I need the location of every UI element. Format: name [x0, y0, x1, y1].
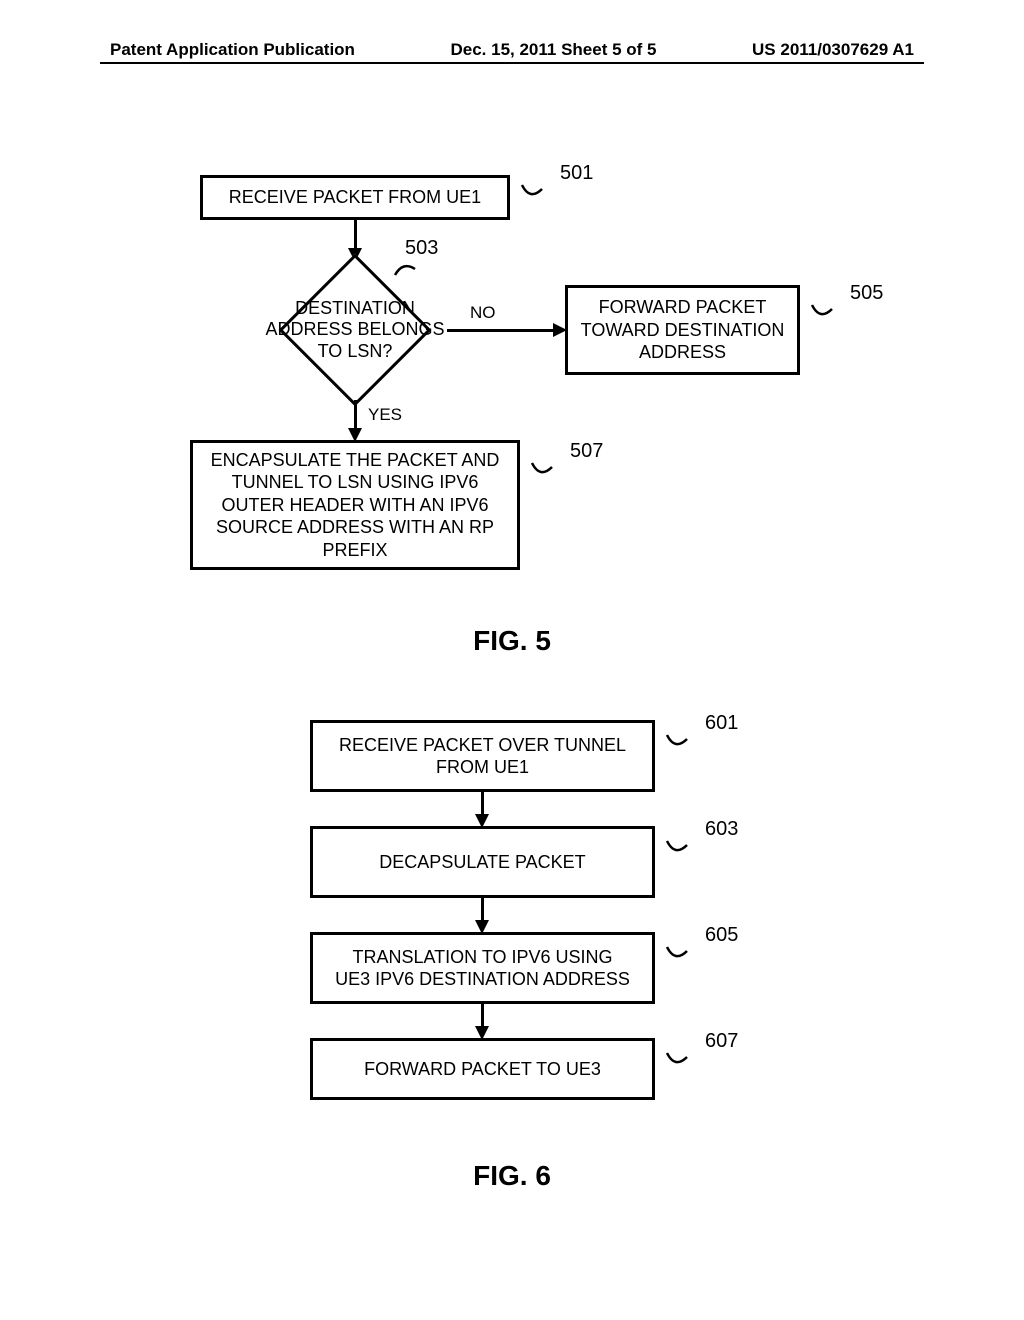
- fig5-label: FIG. 5: [0, 625, 1024, 657]
- arrow-603-605: [481, 898, 484, 922]
- box-501-text: RECEIVE PACKET FROM UE1: [229, 186, 481, 209]
- fig6-label: FIG. 6: [0, 1160, 1024, 1192]
- box-601-text: RECEIVE PACKET OVER TUNNEL FROM UE1: [339, 734, 626, 779]
- box-605: TRANSLATION TO IPV6 USING UE3 IPV6 DESTI…: [310, 932, 655, 1004]
- arrow-501-503: [354, 220, 357, 250]
- page: Patent Application Publication Dec. 15, …: [0, 0, 1024, 1320]
- ref-503-curve: [393, 259, 417, 277]
- box-507: ENCAPSULATE THE PACKET AND TUNNEL TO LSN…: [190, 440, 520, 570]
- diamond-503-text: DESTINATION ADDRESS BELONGS TO LSN?: [255, 260, 455, 400]
- ref-601-curve: [665, 733, 689, 751]
- ref-603: 603: [705, 818, 738, 841]
- header-center: Dec. 15, 2011 Sheet 5 of 5: [450, 40, 656, 60]
- box-505-text: FORWARD PACKET TOWARD DESTINATION ADDRES…: [581, 296, 785, 364]
- arrow-503-507: [354, 400, 357, 430]
- box-507-text: ENCAPSULATE THE PACKET AND TUNNEL TO LSN…: [211, 449, 500, 562]
- no-label: NO: [470, 303, 496, 323]
- ref-603-curve: [665, 839, 689, 857]
- ref-607-curve: [665, 1051, 689, 1069]
- ref-501-curve: [520, 183, 544, 201]
- ref-605: 605: [705, 924, 738, 947]
- box-607-text: FORWARD PACKET TO UE3: [364, 1058, 601, 1081]
- ref-505-curve: [810, 303, 834, 321]
- box-603: DECAPSULATE PACKET: [310, 826, 655, 898]
- ref-503: 503: [405, 237, 438, 260]
- ref-501: 501: [560, 162, 593, 185]
- arrow-503-505: [447, 329, 555, 332]
- box-603-text: DECAPSULATE PACKET: [379, 851, 585, 874]
- diamond-503: DESTINATION ADDRESS BELONGS TO LSN?: [265, 260, 445, 400]
- ref-607: 607: [705, 1030, 738, 1053]
- box-501: RECEIVE PACKET FROM UE1: [200, 175, 510, 220]
- ref-601: 601: [705, 712, 738, 735]
- arrow-601-603: [481, 792, 484, 816]
- ref-507: 507: [570, 440, 603, 463]
- ref-507-curve: [530, 461, 554, 479]
- box-601: RECEIVE PACKET OVER TUNNEL FROM UE1: [310, 720, 655, 792]
- box-607: FORWARD PACKET TO UE3: [310, 1038, 655, 1100]
- ref-605-curve: [665, 945, 689, 963]
- yes-label: YES: [368, 405, 402, 425]
- arrow-605-607: [481, 1004, 484, 1028]
- ref-505: 505: [850, 282, 883, 305]
- header-right: US 2011/0307629 A1: [752, 40, 914, 60]
- box-505: FORWARD PACKET TOWARD DESTINATION ADDRES…: [565, 285, 800, 375]
- header-line: [100, 62, 924, 64]
- header-left: Patent Application Publication: [110, 40, 355, 60]
- box-605-text: TRANSLATION TO IPV6 USING UE3 IPV6 DESTI…: [335, 946, 630, 991]
- page-header: Patent Application Publication Dec. 15, …: [0, 40, 1024, 60]
